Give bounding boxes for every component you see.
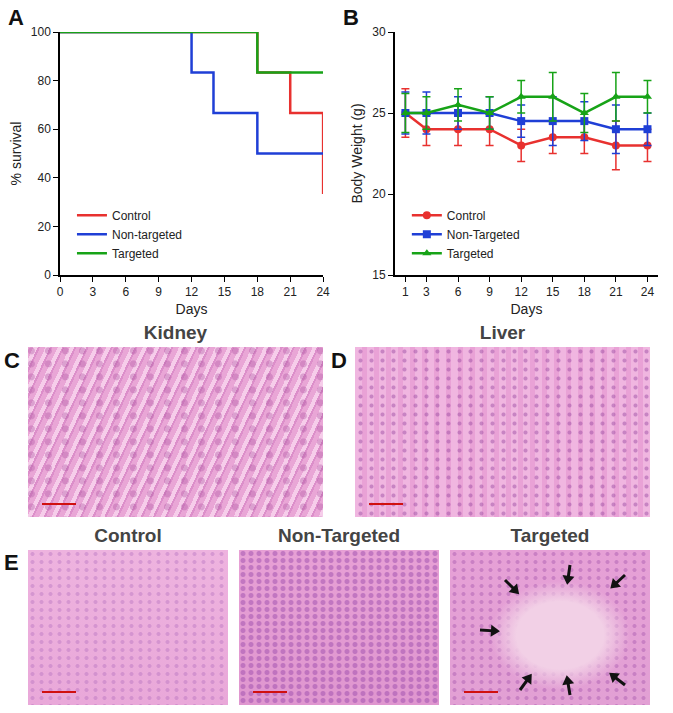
svg-text:Non-Targeted: Non-Targeted — [447, 228, 520, 242]
html-text:C: C — [4, 348, 20, 373]
svg-text:A: A — [8, 5, 24, 30]
svg-text:80: 80 — [37, 74, 51, 88]
svg-text:15: 15 — [218, 285, 232, 299]
svg-text:Control: Control — [447, 209, 486, 223]
html-text:Liver: Liver — [479, 322, 526, 343]
svg-text:Days: Days — [510, 301, 542, 317]
svg-text:30: 30 — [372, 25, 386, 39]
svg-text:9: 9 — [486, 285, 493, 299]
svg-text:12: 12 — [185, 285, 199, 299]
svg-text:21: 21 — [609, 285, 623, 299]
svg-text:12: 12 — [515, 285, 529, 299]
svg-text:25: 25 — [372, 106, 386, 120]
svg-text:24: 24 — [316, 285, 330, 299]
svg-text:20: 20 — [372, 187, 386, 201]
html-text:E: E — [4, 550, 19, 575]
svg-text:Days: Days — [176, 301, 208, 317]
svg-text:Control: Control — [112, 209, 151, 223]
html-text:Control: Control — [94, 525, 162, 546]
svg-text:24: 24 — [641, 285, 655, 299]
svg-text:20: 20 — [37, 220, 51, 234]
svg-text:21: 21 — [284, 285, 298, 299]
svg-text:3: 3 — [423, 285, 430, 299]
html-text:D: D — [331, 348, 347, 373]
svg-text:18: 18 — [251, 285, 265, 299]
svg-text:6: 6 — [455, 285, 462, 299]
svg-text:100: 100 — [31, 25, 51, 39]
svg-text:Body Weight (g): Body Weight (g) — [349, 103, 365, 203]
svg-text:40: 40 — [37, 171, 51, 185]
svg-text:Non-targeted: Non-targeted — [112, 228, 182, 242]
svg-text:15: 15 — [546, 285, 560, 299]
svg-text:6: 6 — [122, 285, 129, 299]
svg-text:1: 1 — [402, 285, 409, 299]
svg-text:B: B — [343, 5, 359, 30]
html-text:Non-Targeted: Non-Targeted — [278, 525, 400, 546]
html-text:Targeted: Targeted — [510, 525, 590, 546]
svg-text:3: 3 — [90, 285, 97, 299]
svg-text:Targeted: Targeted — [447, 247, 494, 261]
svg-text:Targeted: Targeted — [112, 247, 159, 261]
svg-text:0: 0 — [57, 285, 64, 299]
svg-text:0: 0 — [44, 268, 51, 282]
svg-text:60: 60 — [37, 122, 51, 136]
svg-text:9: 9 — [155, 285, 162, 299]
html-text:Kidney: Kidney — [143, 322, 208, 343]
svg-text:% survival: % survival — [8, 122, 24, 186]
svg-text:18: 18 — [578, 285, 592, 299]
svg-text:15: 15 — [372, 268, 386, 282]
